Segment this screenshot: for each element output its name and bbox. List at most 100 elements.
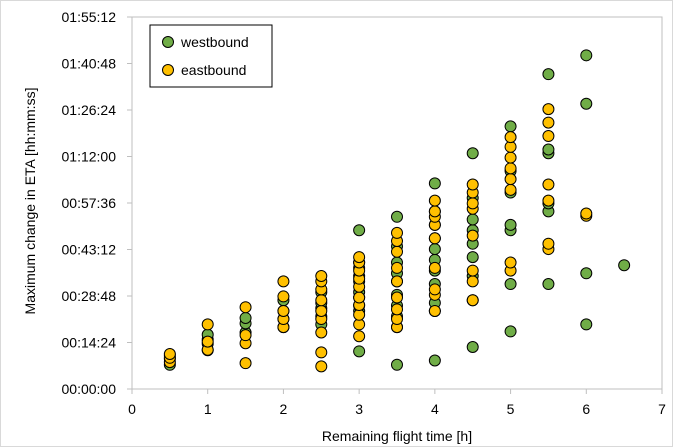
eastbound-point [466,178,479,191]
y-axis-title: Maximum change in ETA [hh:mm:ss] [22,88,38,315]
eastbound-point [391,226,403,239]
eastbound-point [466,294,479,307]
westbound-point [466,147,479,160]
eastbound-point [315,304,328,317]
westbound-point [504,325,517,338]
eastbound-point [542,237,555,250]
eastbound-point [353,251,366,264]
x-tick-label: 4 [431,401,439,417]
westbound-point [466,341,479,354]
eastbound-point [315,294,328,307]
westbound-point [353,224,366,237]
x-tick-label: 0 [128,401,136,417]
eastbound-point [391,245,403,258]
y-tick-label: 00:28:48 [62,288,117,304]
westbound-point [428,354,441,367]
westbound-point [542,278,555,291]
westbound-point [466,213,479,226]
westbound-point [504,218,517,231]
eastbound-point [428,304,441,317]
eastbound-point [391,261,403,274]
eastbound-point [315,269,328,282]
y-tick-label: 00:00:00 [62,381,117,397]
eastbound-point [277,290,290,303]
data-points [163,49,631,373]
westbound-point [618,259,631,272]
x-axis-ticks: 0 1 2 3 4 5 6 7 [128,389,666,417]
westbound-point [580,49,593,62]
eastbound-point [542,130,555,143]
y-tick-label: 00:14:24 [62,335,117,351]
eastbound-point [428,261,441,274]
eastbound-point [201,335,214,348]
series-eastbound [163,103,593,373]
y-tick-label: 01:40:48 [62,56,117,72]
y-tick-label: 00:57:36 [62,195,117,211]
x-tick-label: 2 [280,401,288,417]
westbound-point [580,97,593,110]
eastbound-point [353,291,366,304]
eastbound-point [580,207,593,220]
x-tick-label: 7 [658,401,666,417]
eastbound-point [504,151,517,164]
westbound-point [580,318,593,331]
westbound-point [391,210,403,223]
x-tick-label: 1 [204,401,212,417]
westbound-point [428,177,441,190]
eastbound-point [542,103,555,116]
eastbound-point [428,194,441,207]
eastbound-point [428,232,441,245]
eastbound-point [504,173,517,186]
y-tick-label: 00:43:12 [62,242,117,258]
eastbound-point [277,304,290,317]
eastbound-point [391,303,403,316]
westbound-point [466,251,479,264]
westbound-point [428,243,441,256]
x-tick-label: 5 [507,401,515,417]
eastbound-point [315,326,328,339]
eastbound-point [277,275,290,288]
legend: westbound eastbound [149,24,273,88]
westbound-point [542,68,555,81]
y-tick-label: 01:55:12 [62,9,117,25]
y-tick-label: 01:26:24 [62,102,117,118]
westbound-point [542,143,555,156]
westbound-point [504,120,517,133]
eastbound-point [542,178,555,191]
eastbound-point [163,348,176,361]
x-tick-label: 6 [582,401,590,417]
legend-box [149,24,273,88]
eastbound-point [504,256,517,269]
eastbound-point [353,330,366,343]
eastbound-point [391,275,403,288]
eastbound-point [504,183,517,196]
legend-marker-westbound [162,36,174,48]
eastbound-point [239,329,252,342]
eastbound-point [504,131,517,144]
eastbound-point [466,264,479,277]
eastbound-point [239,301,252,314]
eastbound-point [315,346,328,359]
eastbound-point [239,357,252,370]
westbound-point [353,345,366,358]
westbound-point [580,267,593,280]
eastbound-point [315,360,328,373]
westbound-point [239,311,252,324]
legend-label-eastbound: eastbound [181,62,246,78]
eastbound-point [391,291,403,304]
y-axis-ticks: 00:00:00 00:14:24 00:28:48 00:43:12 00:57:36… [62,9,132,397]
westbound-point [391,358,403,371]
x-tick-label: 3 [355,401,363,417]
eastbound-point [542,116,555,129]
legend-label-westbound: westbound [180,34,249,50]
eastbound-point [466,275,479,288]
legend-marker-eastbound [162,64,174,76]
eastbound-point [504,162,517,175]
y-tick-label: 01:12:00 [62,149,117,165]
eastbound-point [542,194,555,207]
x-axis-title: Remaining flight time [h] [322,428,472,444]
eastbound-point [466,229,479,242]
